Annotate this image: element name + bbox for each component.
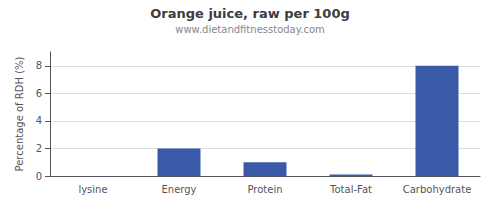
- svg-text:lysine: lysine: [78, 184, 107, 195]
- svg-text:www.dietandfitnesstoday.com: www.dietandfitnesstoday.com: [175, 24, 324, 35]
- svg-text:6: 6: [36, 88, 42, 99]
- svg-text:Total-Fat: Total-Fat: [329, 184, 372, 195]
- svg-text:Protein: Protein: [247, 184, 282, 195]
- svg-text:8: 8: [36, 60, 42, 71]
- svg-text:Orange juice, raw per 100g: Orange juice, raw per 100g: [150, 6, 350, 21]
- svg-text:Energy: Energy: [161, 184, 196, 195]
- svg-text:0: 0: [36, 171, 42, 182]
- svg-text:Percentage of RDH (%): Percentage of RDH (%): [14, 56, 25, 171]
- svg-text:Carbohydrate: Carbohydrate: [403, 184, 472, 195]
- svg-text:4: 4: [36, 115, 42, 126]
- svg-text:2: 2: [36, 143, 42, 154]
